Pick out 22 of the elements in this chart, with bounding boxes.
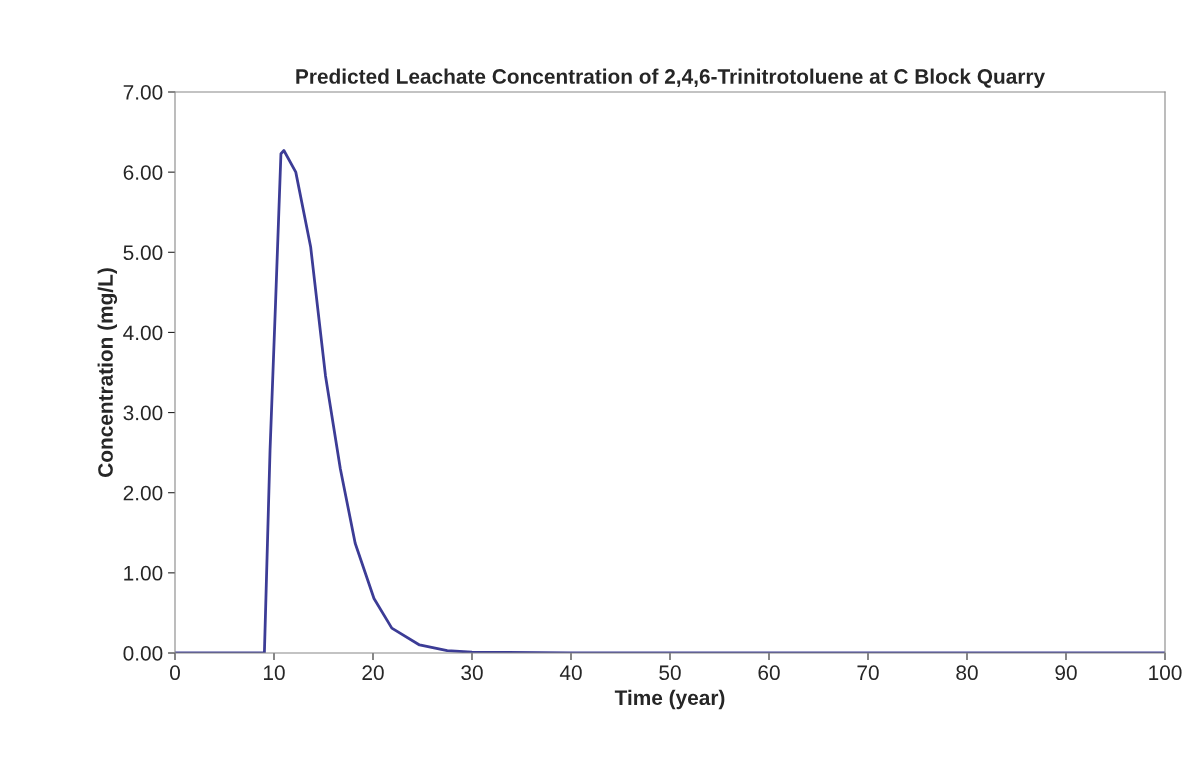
x-axis-title: Time (year) [614, 689, 725, 710]
y-tick-label: 1.00 [124, 565, 163, 581]
x-tick-label: 60 [758, 665, 780, 681]
y-tick-label: 5.00 [123, 245, 163, 261]
x-tick-label: 0 [170, 665, 180, 681]
y-tick-label: 4.00 [123, 325, 163, 341]
y-tick-label: 2.00 [123, 485, 163, 501]
x-tick-label: 10 [264, 665, 285, 681]
x-tick-label: 70 [857, 665, 879, 681]
y-axis-title: Concentration (mg/L) [97, 268, 118, 477]
x-tick-label: 30 [461, 665, 483, 681]
chart-title: Predicted Leachate Concentration of 2,4,6-Trinitrotoluene at C Block Quarry [296, 68, 1045, 88]
x-tick-label: 40 [559, 665, 582, 681]
y-tick-label: 7.00 [123, 85, 163, 100]
x-tick-label: 100 [1149, 665, 1182, 681]
y-tick-label: 3.00 [123, 405, 163, 421]
x-tick-label: 20 [362, 665, 384, 681]
y-tick-label: 0.00 [123, 646, 163, 661]
y-tick-label: 6.00 [123, 165, 163, 180]
x-tick-label: 50 [659, 665, 681, 681]
x-tick-label: 90 [1055, 665, 1077, 681]
x-tick-label: 80 [956, 665, 978, 681]
